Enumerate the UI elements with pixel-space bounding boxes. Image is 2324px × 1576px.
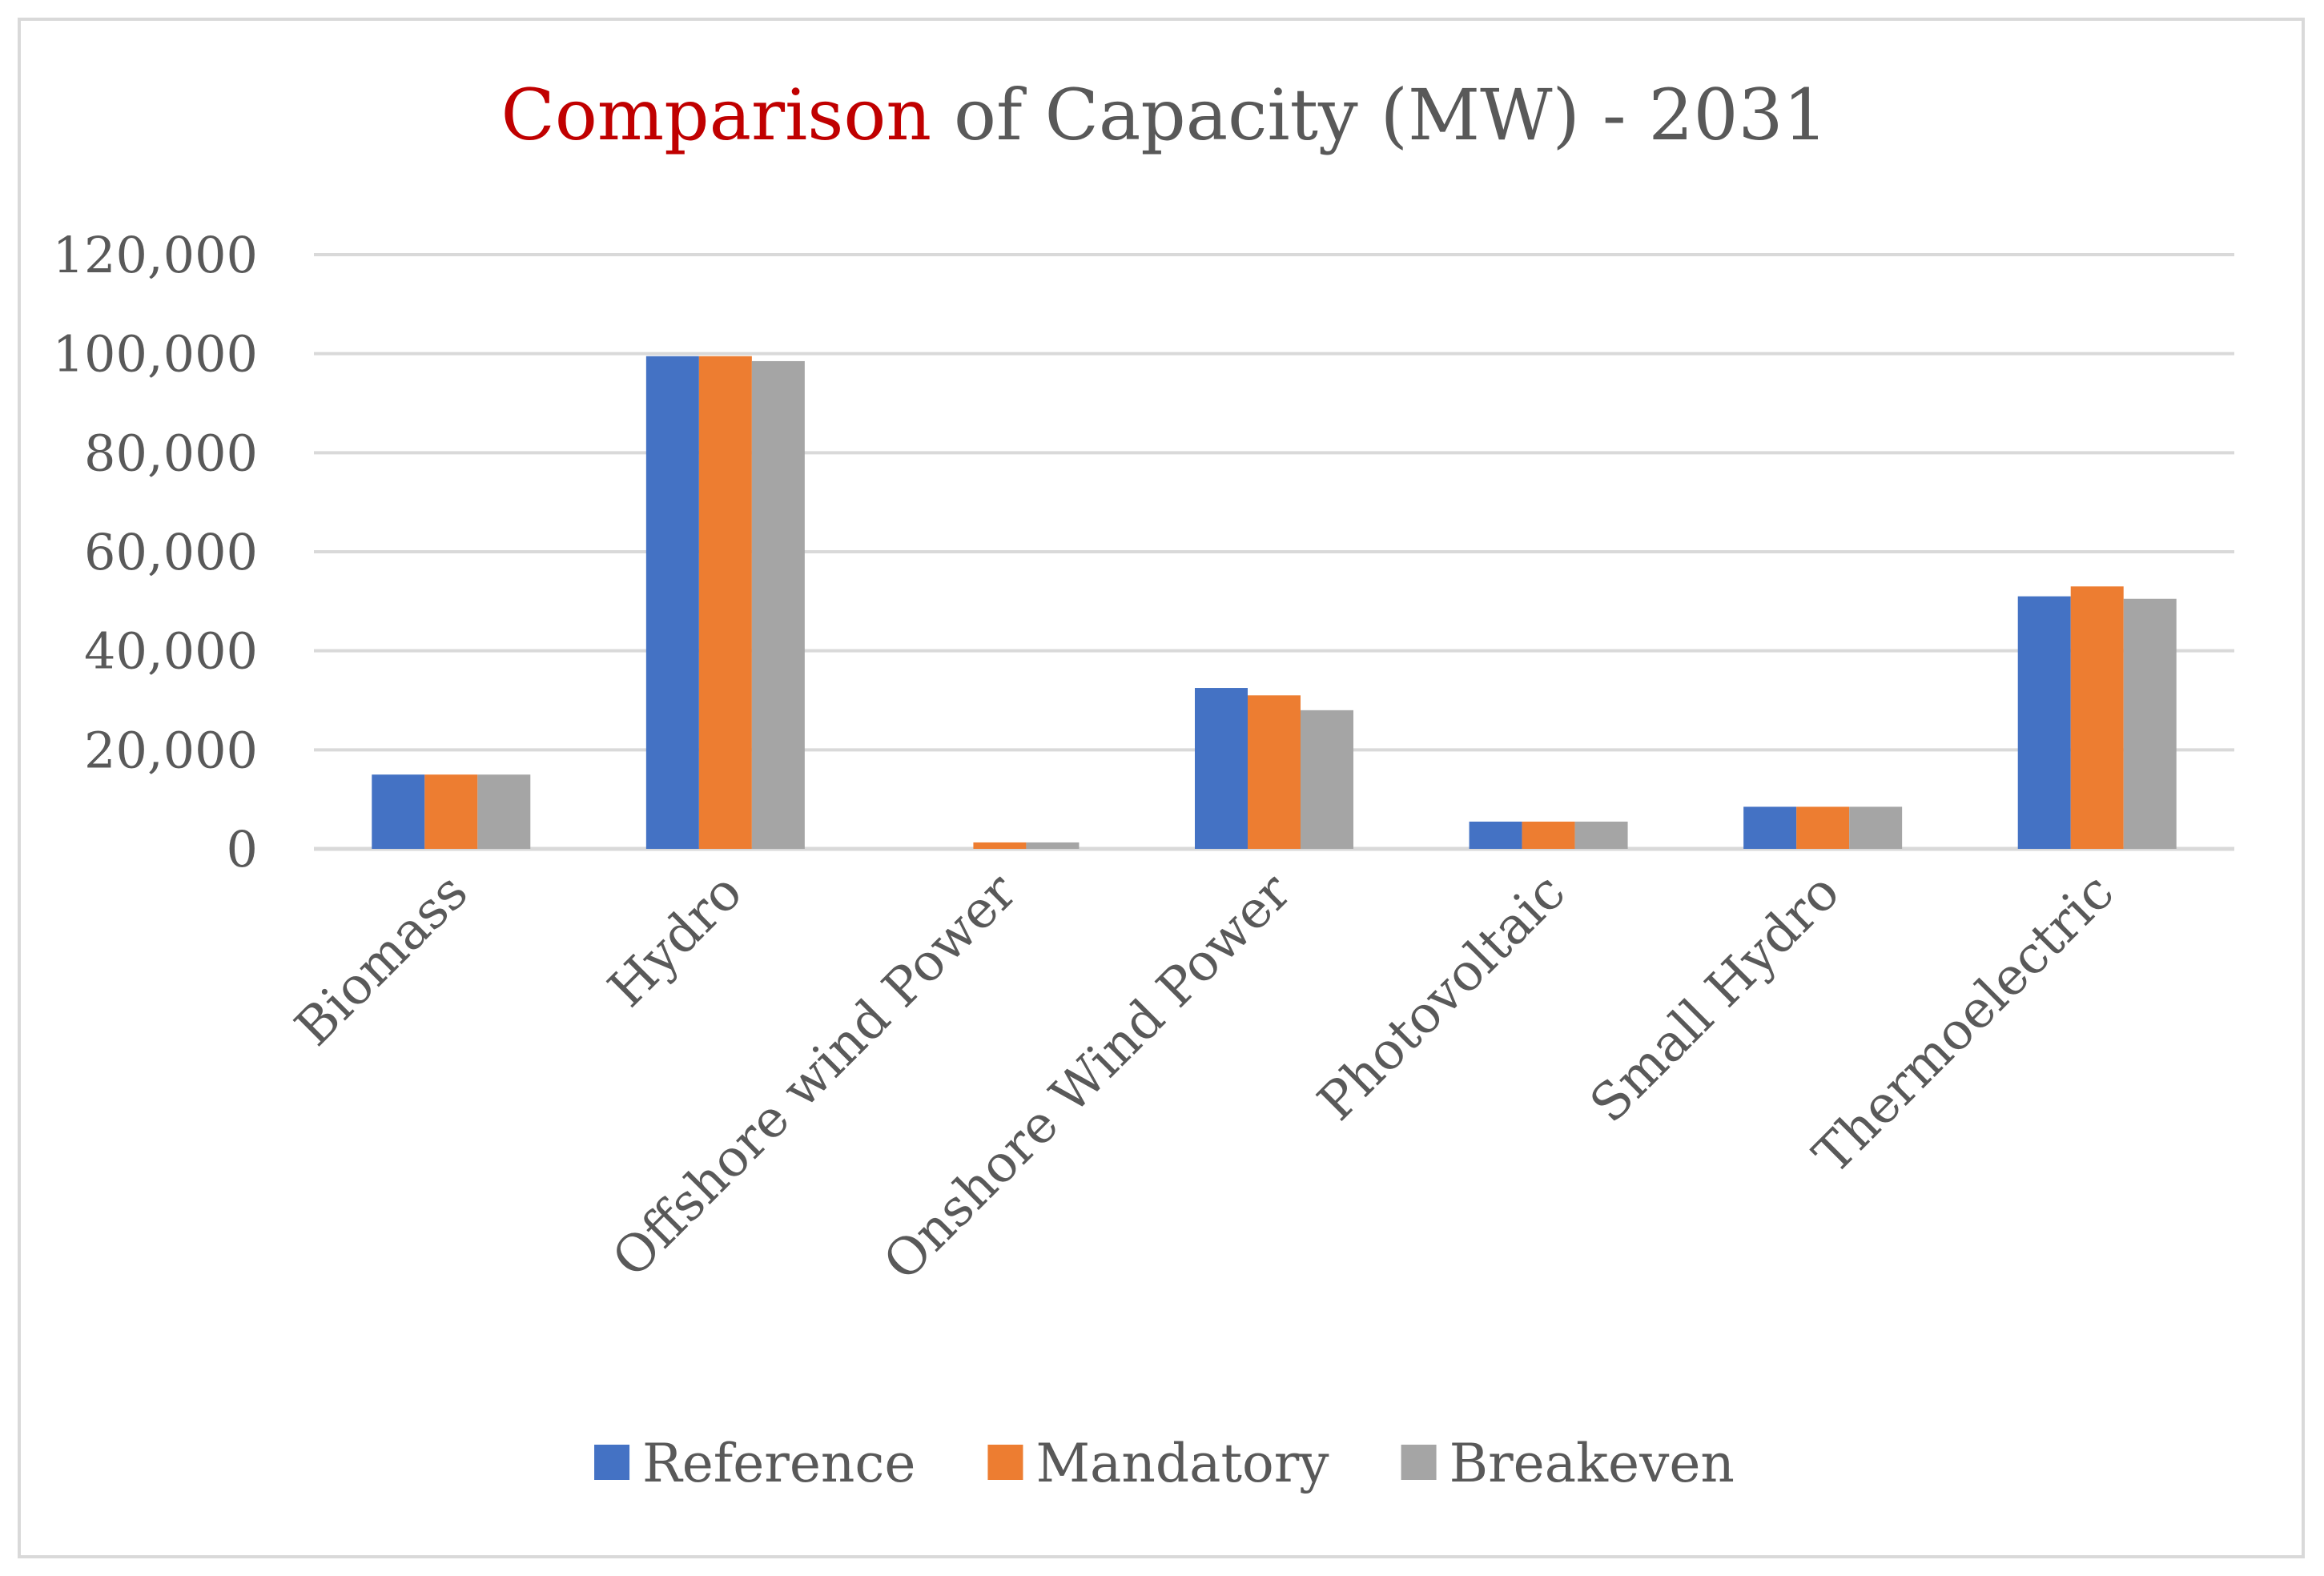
x-tick-label: Thermoelectric xyxy=(1803,862,2125,1185)
legend-label-breakeven: Breakeven xyxy=(1449,1433,1735,1494)
legend: Reference Mandatory Breakeven xyxy=(594,1433,1735,1494)
bar-breakeven-onshore-wind-power xyxy=(1301,710,1353,849)
bar-mandatory-offshore-wind-power xyxy=(973,842,1027,849)
bar-reference-biomass xyxy=(372,774,425,849)
bars xyxy=(372,356,2177,850)
chart: Comparison of Capacity (MW) - 2031 0 20,0… xyxy=(53,74,2234,1494)
x-tick-label: Biomass xyxy=(284,862,480,1058)
bar-reference-onshore-wind-power xyxy=(1195,688,1248,849)
y-tick-label: 80,000 xyxy=(84,424,258,482)
bar-mandatory-thermoelectric xyxy=(2070,586,2124,849)
legend-swatch-breakeven xyxy=(1401,1445,1437,1480)
x-tick-label: Small Hydro xyxy=(1579,862,1851,1134)
legend-label-mandatory: Mandatory xyxy=(1035,1433,1329,1494)
bar-breakeven-photovoltaic xyxy=(1574,821,1628,849)
x-tick-label: Hydro xyxy=(597,862,754,1019)
x-tick-label: Photovoltaic xyxy=(1307,862,1577,1132)
y-tick-label: 100,000 xyxy=(53,325,258,384)
chart-title-highlight: Comparison xyxy=(501,74,931,156)
bar-reference-hydro xyxy=(645,356,699,850)
bar-mandatory-hydro xyxy=(698,356,752,850)
y-tick-label: 120,000 xyxy=(53,226,258,284)
legend-swatch-reference xyxy=(594,1445,630,1480)
bar-breakeven-thermoelectric xyxy=(2123,598,2177,849)
bar-mandatory-onshore-wind-power xyxy=(1248,695,1301,849)
bar-mandatory-photovoltaic xyxy=(1522,821,1575,849)
chart-title-rest: of Capacity (MW) - 2031 xyxy=(931,74,1827,156)
legend-label-reference: Reference xyxy=(642,1433,915,1494)
y-tick-label: 40,000 xyxy=(84,622,258,681)
bar-breakeven-offshore-wind-power xyxy=(1026,842,1080,849)
bar-mandatory-small-hydro xyxy=(1796,806,1850,849)
bar-breakeven-small-hydro xyxy=(1849,806,1903,849)
bar-breakeven-biomass xyxy=(477,774,531,849)
bar-breakeven-hydro xyxy=(751,360,805,850)
gridlines xyxy=(314,253,2234,851)
y-axis: 0 20,000 40,000 60,000 80,000 100,000 120,000 xyxy=(53,226,258,878)
bar-reference-photovoltaic xyxy=(1469,821,1522,849)
legend-swatch-mandatory xyxy=(987,1445,1023,1480)
bar-mandatory-biomass xyxy=(424,774,478,849)
bar-reference-thermoelectric xyxy=(2017,596,2071,849)
y-tick-label: 20,000 xyxy=(84,721,258,779)
chart-frame: Comparison of Capacity (MW) - 2031 0 20,0… xyxy=(18,18,2305,1558)
chart-title: Comparison of Capacity (MW) - 2031 xyxy=(501,74,1827,156)
y-tick-label: 60,000 xyxy=(84,523,258,581)
y-tick-label: 0 xyxy=(227,820,258,878)
bar-reference-small-hydro xyxy=(1743,806,1797,849)
